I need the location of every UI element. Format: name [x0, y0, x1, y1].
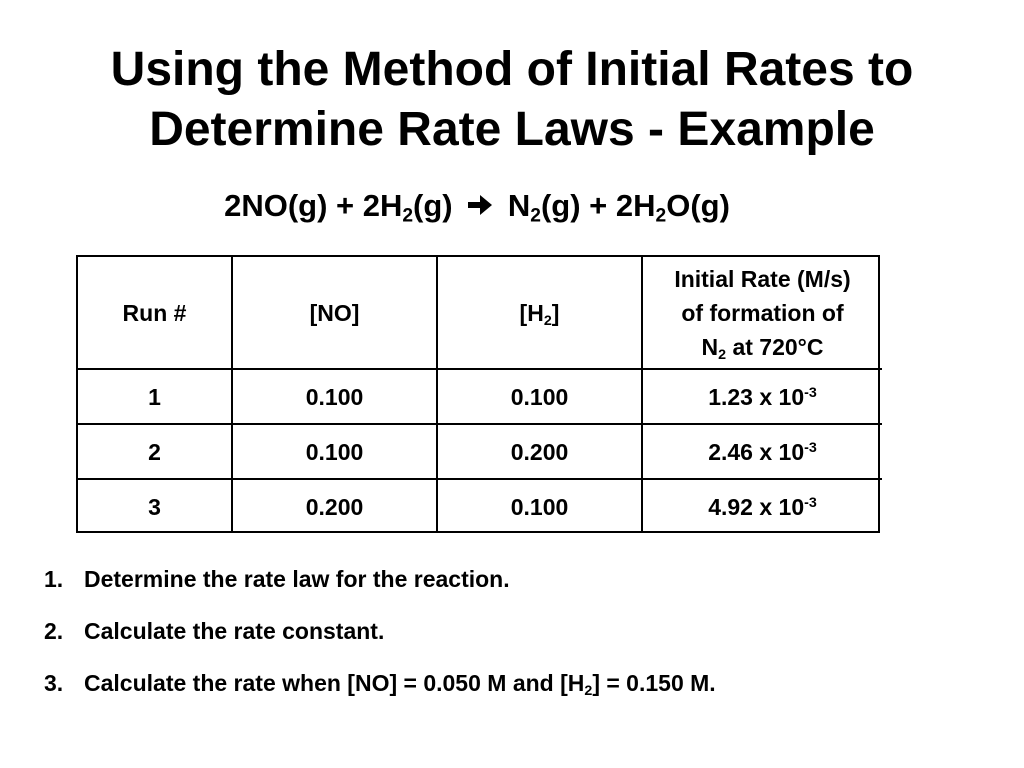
header-no-label: [NO]	[309, 299, 360, 326]
question-number: 3.	[44, 670, 64, 696]
cell-run: 3	[78, 478, 233, 533]
list-item: 2. Calculate the rate constant.	[44, 614, 716, 666]
header-rate-line-2: of formation of	[681, 299, 844, 326]
initial-rates-table: Run # [NO] [H2] Initial Rate (M/s) of fo…	[76, 255, 882, 533]
header-rate-line-1: Initial Rate (M/s)	[674, 265, 851, 292]
table-header-row: Run # [NO] [H2] Initial Rate (M/s) of fo…	[78, 257, 882, 370]
cell-no: 0.200	[231, 478, 438, 533]
list-item: 1. Determine the rate law for the reactio…	[44, 562, 716, 614]
question-number: 2.	[44, 618, 64, 644]
table-row: 1 0.100 0.100 1.23 x 10-3	[78, 368, 882, 425]
header-h2: [H2]	[436, 257, 643, 370]
question-text-end: ] = 0.150 M.	[592, 670, 716, 696]
header-h2-label: [H	[519, 299, 544, 326]
rate-exponent: -3	[804, 494, 817, 511]
rate-mantissa: 1.23 x 10	[708, 383, 805, 410]
header-run: Run #	[78, 257, 233, 370]
title-line-2: Determine Rate Laws - Example	[149, 103, 875, 156]
question-list: 1. Determine the rate law for the reactio…	[44, 562, 716, 718]
question-text: Determine the rate law for the reaction.	[84, 566, 510, 592]
header-rate-temperature: at 720°C	[726, 333, 824, 360]
equation-products: N	[507, 188, 531, 223]
equation-text: (g) + 2H	[540, 188, 656, 223]
list-item: 3. Calculate the rate when [NO] = 0.050 M…	[44, 666, 716, 718]
equation-text: O(g)	[666, 188, 730, 223]
header-rate-n: N	[701, 333, 719, 360]
equation-reactants: 2NO(g) + 2H	[224, 188, 403, 223]
rate-mantissa: 2.46 x 10	[708, 438, 805, 465]
equation-subscript: 2	[655, 205, 667, 227]
rate-exponent: -3	[804, 439, 817, 456]
equation-subscript: 2	[402, 205, 414, 227]
question-text: Calculate the rate when [NO] = 0.050 M a…	[84, 670, 585, 696]
question-text: Calculate the rate constant.	[84, 618, 385, 644]
title-line-1: Using the Method of Initial Rates to	[110, 43, 914, 96]
cell-run: 2	[78, 423, 233, 480]
right-arrow-icon	[468, 195, 493, 215]
header-initial-rate: Initial Rate (M/s) of formation of N2 at…	[641, 257, 882, 370]
rate-exponent: -3	[804, 384, 817, 401]
table-row: 2 0.100 0.200 2.46 x 10-3	[78, 423, 882, 480]
cell-h2: 0.100	[436, 368, 643, 425]
cell-rate: 2.46 x 10-3	[641, 423, 882, 480]
header-no: [NO]	[231, 257, 438, 370]
header-h2-close: ]	[551, 299, 560, 326]
cell-run: 1	[78, 368, 233, 425]
header-h2-subscript: 2	[543, 312, 552, 329]
table-row: 3 0.200 0.100 4.92 x 10-3	[78, 478, 882, 533]
question-subscript: 2	[584, 682, 593, 699]
cell-h2: 0.200	[436, 423, 643, 480]
header-rate-n-subscript: 2	[718, 346, 727, 363]
cell-rate: 1.23 x 10-3	[641, 368, 882, 425]
cell-no: 0.100	[231, 368, 438, 425]
question-number: 1.	[44, 566, 64, 592]
rate-mantissa: 4.92 x 10	[708, 493, 805, 520]
header-run-label: Run #	[122, 299, 187, 326]
reaction-equation: 2NO(g) + 2H2(g) N2(g) + 2H2O(g)	[0, 186, 954, 226]
equation-text: (g)	[413, 188, 453, 223]
cell-rate: 4.92 x 10-3	[641, 478, 882, 533]
equation-subscript: 2	[530, 205, 541, 227]
page-title: Using the Method of Initial Rates to Det…	[0, 40, 1024, 160]
cell-h2: 0.100	[436, 478, 643, 533]
cell-no: 0.100	[231, 423, 438, 480]
rates-table-grid: Run # [NO] [H2] Initial Rate (M/s) of fo…	[78, 257, 882, 533]
